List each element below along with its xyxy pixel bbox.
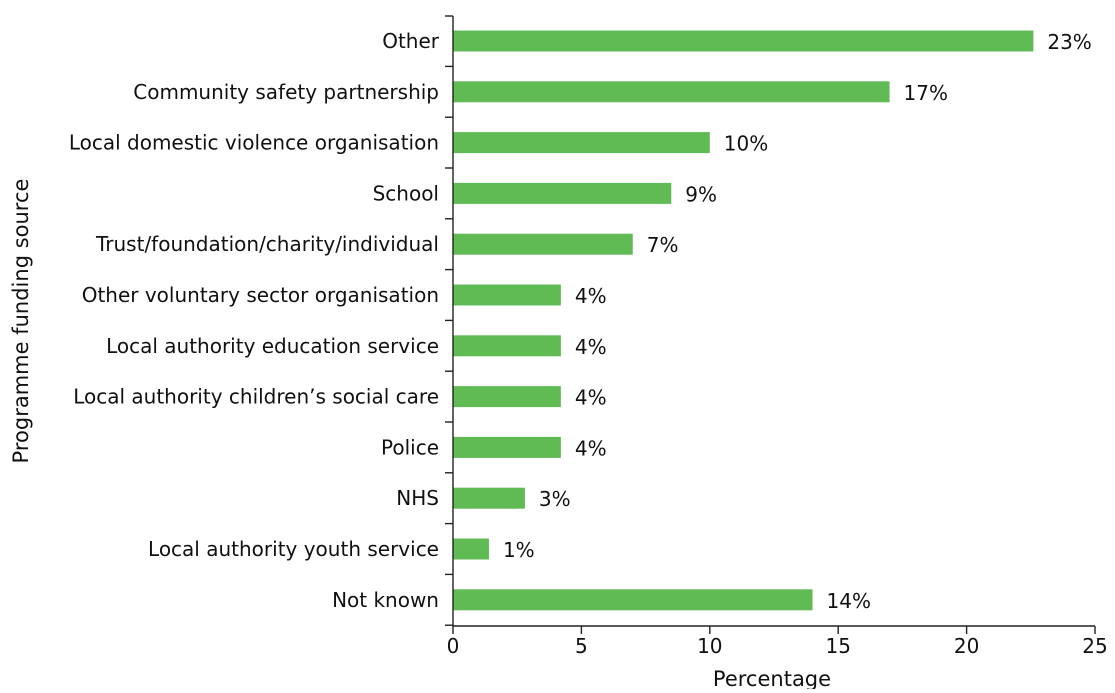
x-tick-label: 5 — [575, 634, 588, 658]
bar — [453, 233, 633, 255]
ticks-layer — [445, 15, 1096, 634]
axes-layer — [452, 16, 1095, 627]
data-label: 10% — [724, 132, 768, 156]
category-label: Trust/foundation/charity/individual — [95, 232, 439, 256]
bar — [453, 538, 489, 560]
category-label: Police — [381, 435, 439, 459]
category-label: Other — [382, 29, 440, 53]
bar — [453, 436, 561, 458]
bar — [453, 182, 672, 204]
category-label: Local authority children’s social care — [73, 385, 439, 409]
x-tick-label: 25 — [1082, 634, 1107, 658]
x-tick-label: 10 — [697, 634, 722, 658]
category-label: Community safety partnership — [133, 80, 439, 104]
category-label: Local authority education service — [106, 334, 439, 358]
data-label: 14% — [827, 589, 871, 613]
category-label: Other voluntary sector organisation — [82, 283, 439, 307]
data-label: 17% — [904, 81, 948, 105]
x-tick-label: 20 — [954, 634, 979, 658]
category-label: School — [373, 181, 439, 205]
x-tick-label: 0 — [447, 634, 460, 658]
data-label: 4% — [575, 284, 607, 308]
bar — [453, 335, 561, 357]
x-axis-title: Percentage — [713, 667, 831, 689]
bars-layer — [453, 30, 1034, 611]
data-label: 9% — [685, 182, 717, 206]
data-label: 23% — [1047, 30, 1091, 54]
data-label: 4% — [575, 436, 607, 460]
category-label: NHS — [396, 486, 439, 510]
data-label: 7% — [647, 233, 679, 257]
data-label: 3% — [539, 487, 571, 511]
bar — [453, 81, 890, 103]
x-tick-label: 15 — [825, 634, 850, 658]
bar — [453, 386, 561, 408]
bar — [453, 589, 813, 611]
category-label: Not known — [332, 588, 439, 612]
bar — [453, 30, 1034, 52]
category-label: Local domestic violence organisation — [69, 131, 439, 155]
bar — [453, 284, 561, 306]
y-axis-title: Programme funding source — [9, 179, 33, 464]
bar — [453, 132, 710, 154]
data-label: 4% — [575, 386, 607, 410]
data-label: 1% — [503, 538, 535, 562]
category-label: Local authority youth service — [148, 537, 439, 561]
labels-layer: Other 23% Community safety partnership 17% L… — [69, 29, 1108, 658]
bar — [453, 487, 525, 509]
data-label: 4% — [575, 335, 607, 359]
